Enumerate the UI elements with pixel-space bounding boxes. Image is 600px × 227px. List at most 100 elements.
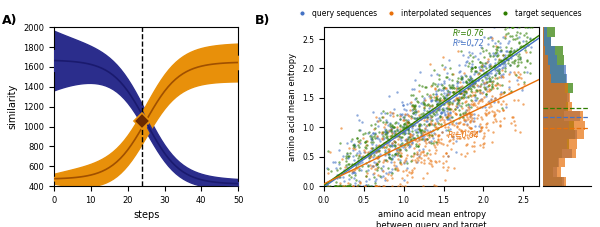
Point <box>421 137 430 141</box>
Point <box>455 85 464 89</box>
Point <box>380 159 390 162</box>
Point <box>412 120 421 123</box>
Point <box>425 106 434 109</box>
Point <box>393 146 403 150</box>
Bar <box>543 177 564 186</box>
Point <box>401 124 410 127</box>
Point <box>400 138 410 142</box>
Point <box>476 123 485 126</box>
Point <box>379 169 388 172</box>
Point <box>379 158 388 161</box>
Point <box>476 67 485 71</box>
Point <box>462 123 472 126</box>
Point <box>467 59 476 62</box>
Point <box>428 165 437 168</box>
Point <box>442 91 451 94</box>
Point <box>481 92 491 96</box>
Point <box>382 178 392 182</box>
Point <box>497 61 506 65</box>
Point <box>362 143 371 146</box>
Point <box>352 113 362 117</box>
Point <box>468 93 478 96</box>
Point <box>426 141 436 144</box>
Bar <box>543 46 555 55</box>
Point <box>430 122 440 126</box>
Point <box>491 119 500 123</box>
Point <box>339 168 349 172</box>
Point <box>347 163 357 166</box>
Point <box>441 86 451 90</box>
Bar <box>543 55 564 65</box>
Point <box>395 154 405 158</box>
Point <box>400 143 409 147</box>
Point <box>416 129 425 133</box>
Point <box>515 45 525 49</box>
Point <box>414 104 424 108</box>
Point <box>416 123 425 127</box>
Point <box>431 96 440 99</box>
Point <box>365 159 374 163</box>
Point <box>418 147 428 151</box>
Point <box>499 99 508 102</box>
Point <box>459 71 469 75</box>
Point <box>448 84 457 87</box>
Point <box>496 48 506 52</box>
Point <box>442 109 452 113</box>
Point <box>403 125 413 129</box>
Point <box>467 90 476 94</box>
Point <box>367 165 376 168</box>
Point <box>500 66 509 70</box>
Point <box>443 92 453 96</box>
Point <box>384 152 394 156</box>
Point <box>437 122 446 126</box>
Point <box>475 68 485 72</box>
Point <box>402 161 412 165</box>
Point <box>350 167 359 170</box>
Point <box>468 84 478 88</box>
Point <box>380 145 389 149</box>
Point <box>500 64 509 67</box>
Bar <box>543 111 580 121</box>
Bar <box>543 27 555 37</box>
Point <box>498 58 508 62</box>
Point <box>478 142 488 146</box>
Point <box>394 150 404 153</box>
Point <box>469 116 478 120</box>
Point <box>442 94 452 97</box>
Point <box>515 58 524 61</box>
Point <box>478 145 488 149</box>
Point <box>481 123 491 126</box>
Point <box>424 130 433 134</box>
Point <box>341 159 351 163</box>
Point <box>498 108 508 111</box>
Point <box>527 25 536 29</box>
Point <box>461 61 471 64</box>
Point <box>452 80 462 83</box>
Point <box>365 163 375 167</box>
Point <box>409 153 419 156</box>
Point <box>424 103 433 106</box>
Point <box>379 130 388 133</box>
Point <box>389 131 399 135</box>
Point <box>484 87 494 90</box>
Point <box>353 136 362 140</box>
Point <box>377 116 387 119</box>
Point <box>355 184 365 188</box>
Point <box>466 126 475 130</box>
Point <box>449 109 458 113</box>
Point <box>400 148 409 151</box>
Point <box>380 136 389 139</box>
Point <box>385 124 395 128</box>
Text: A): A) <box>2 14 18 27</box>
Point <box>422 119 431 123</box>
Point <box>377 137 387 141</box>
Bar <box>543 93 567 102</box>
Point <box>409 123 418 127</box>
Point <box>432 72 442 76</box>
Point <box>419 153 429 157</box>
Point <box>458 93 468 97</box>
Bar <box>543 149 562 158</box>
Point <box>344 184 353 188</box>
Point <box>515 72 524 76</box>
Point <box>384 155 394 159</box>
